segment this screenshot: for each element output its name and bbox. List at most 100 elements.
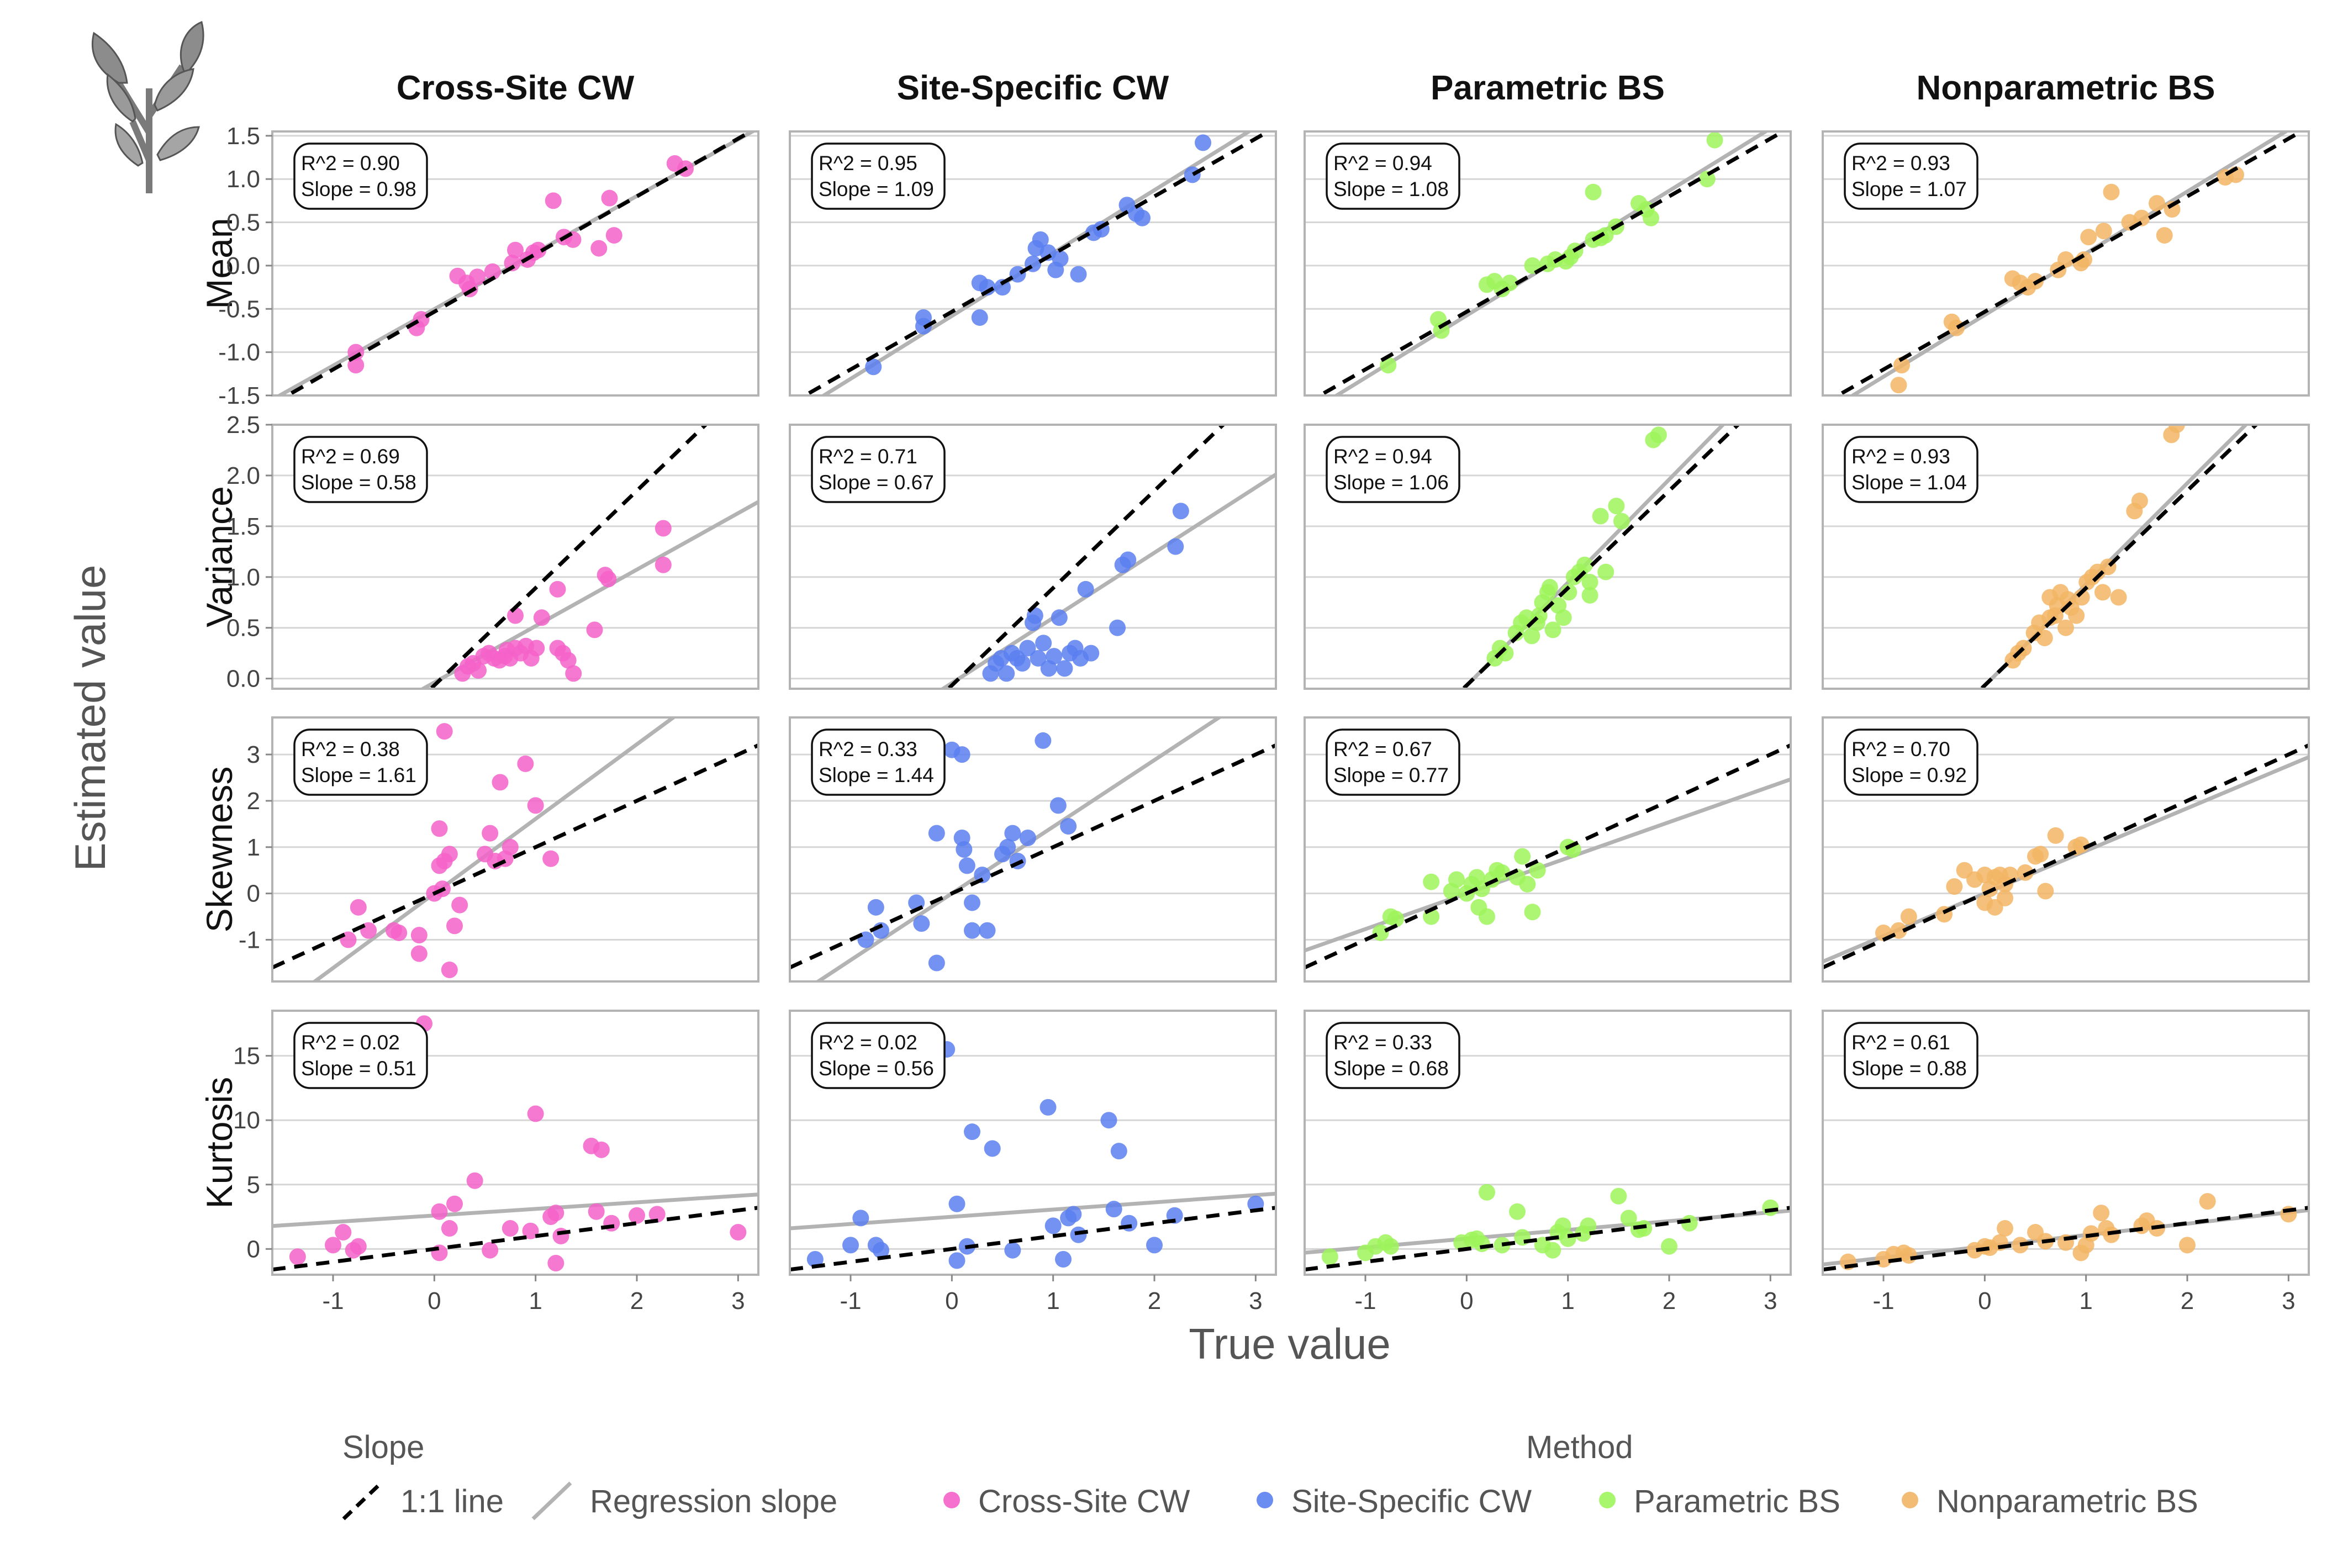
data-point [522,1222,539,1239]
row-title-skewness: Skewness [199,767,240,933]
data-point [482,1242,499,1259]
one-to-one-line [1823,743,2309,970]
data-point [1643,209,1659,226]
r2-label: R^2 = 0.90 [301,152,400,175]
data-point [1032,231,1049,248]
data-point [2047,827,2064,844]
data-point [545,192,562,209]
y-tick-label: 1.0 [226,564,260,591]
data-point [964,894,980,911]
data-point [431,1203,448,1220]
one-to-one-line [1978,425,2259,689]
x-tick-label: 1 [2079,1287,2092,1314]
data-point [469,268,486,286]
stats-box [811,1022,946,1089]
row-title-mean: Mean [199,218,240,309]
stats-box [811,728,946,796]
data-point [391,924,408,941]
data-point [1893,357,1910,374]
panel-plot-area [276,131,757,395]
stats-box [1844,436,1978,503]
one-to-one-line [1823,1206,2309,1272]
x-tick-label: 1 [1561,1287,1574,1314]
one-to-one-line [1316,131,1787,395]
legend-label-method: Cross-Site CW [978,1483,1190,1519]
data-point [502,838,519,856]
row-title-variance: Variance [199,486,240,627]
x-tick-label: 1 [1046,1287,1059,1314]
y-axis-title: Estimated value [66,565,114,872]
data-point [466,1172,483,1189]
stats-box [811,436,946,503]
data-point [507,607,524,624]
y-tick-label: -0.5 [218,295,260,323]
data-point [1051,609,1068,626]
r2-label: R^2 = 0.69 [301,445,400,468]
legend-key-method [1599,1492,1616,1508]
data-point [730,1224,747,1241]
panel-plot-area [790,1041,1276,1272]
data-point [1044,1217,1062,1234]
y-tick-label: 1.5 [226,513,260,540]
data-point [549,580,566,598]
panel-plot-area [1305,1184,1791,1272]
data-point [451,896,468,914]
panel-border [1822,716,2310,983]
y-tick-label: 0 [247,1236,260,1263]
data-point [842,1237,859,1254]
slope-label: Slope = 1.08 [1333,178,1449,200]
panel-mean-csc: R^2 = 0.90 Slope = 0.98 [271,130,759,397]
data-point [2110,589,2127,606]
data-point [994,279,1011,296]
data-point [1372,924,1389,941]
panel-border [1822,130,2310,397]
data-point [1581,587,1598,604]
data-point [1698,171,1716,188]
y-tick-label: 0.0 [226,252,260,279]
panel-border [1822,424,2310,690]
data-point [867,899,884,916]
x-tick-label: 0 [1978,1287,1991,1314]
regression-line [790,1191,1276,1231]
one-to-one-line [272,743,758,970]
y-tick-label: 0.0 [226,666,260,693]
data-point [655,520,672,537]
data-point [2095,223,2112,240]
slope-label: Slope = 1.61 [301,764,416,786]
legend-key-method [1902,1492,1918,1508]
one-to-one-line [1305,1206,1791,1272]
slope-label: Slope = 1.44 [819,764,934,786]
data-point [1890,377,1907,394]
data-point [502,1220,519,1237]
x-tick-label: -1 [840,1287,861,1314]
data-point [436,723,453,740]
stats-box [293,436,428,503]
stats-box [1326,436,1460,503]
legend: Slope 1:1 line Regression slope Method Cross… [342,1429,2198,1521]
panel-kurtosis-ssc: R^2 = 0.02 Slope = 0.56 [789,1010,1277,1276]
regression-line [312,717,677,981]
x-axis-title: True value [1189,1319,1391,1368]
data-point [441,846,458,863]
column-title-pbs: Parametric BS [1431,69,1665,107]
data-point [1014,655,1031,672]
y-tick-label: 2 [247,788,260,815]
slope-label: Slope = 0.98 [301,178,416,200]
r2-label: R^2 = 0.02 [301,1031,400,1054]
data-point [1019,830,1036,847]
slope-label: Slope = 1.06 [1333,471,1449,494]
y-tick-label: -1.0 [218,339,260,366]
data-point [1035,732,1052,749]
one-to-one-line [1460,425,1741,689]
data-point [492,774,509,791]
data-point [1576,556,1593,573]
panel-plot-area [1460,425,1741,689]
data-point [1620,1210,1637,1227]
panel-plot-area [419,425,758,689]
x-tick-label: 2 [2181,1287,2194,1314]
r2-label: R^2 = 0.94 [1333,445,1432,468]
legend-label-regression: Regression slope [590,1483,837,1519]
data-point [2199,1193,2216,1210]
data-point [1560,584,1577,601]
column-title-nbs: Nonparametric BS [1917,69,2215,107]
